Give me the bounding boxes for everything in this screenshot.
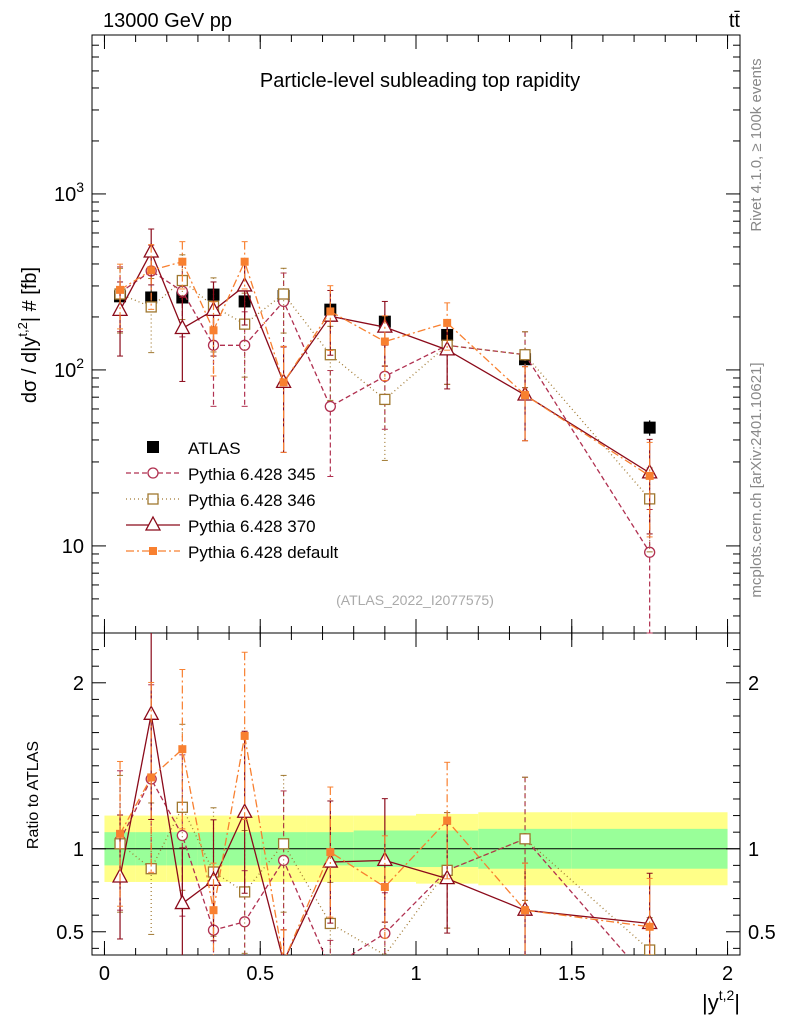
ratio-point-pdef xyxy=(116,829,125,838)
series-line-pdef xyxy=(119,259,651,477)
point-pdef xyxy=(443,318,452,327)
x-tick-label: 0.5 xyxy=(246,963,274,985)
x-tick-label: 1.5 xyxy=(558,963,586,985)
point-pdef xyxy=(326,307,335,316)
ratio-point-pdef xyxy=(240,731,249,740)
legend-marker-p370 xyxy=(144,515,162,531)
x-axis-label-sup: t,2 xyxy=(719,987,735,1003)
y-tick-base: 10 xyxy=(54,184,76,206)
y-tick-label: 10 xyxy=(62,536,84,558)
x-axis-label-end: | xyxy=(734,990,740,1015)
point-p346 xyxy=(379,393,391,406)
point-p370 xyxy=(236,276,253,292)
legend-item-p345: Pythia 6.428 345 xyxy=(126,465,316,484)
rivet-label: Rivet 4.1.0, ≥ 100k events xyxy=(748,58,765,231)
point-pdef xyxy=(521,391,530,400)
x-tick-label: 0 xyxy=(99,963,110,985)
ratio-series xyxy=(111,633,658,955)
ratio-point-pdef xyxy=(521,906,530,915)
chart-title: Particle-level subleading top rapidity xyxy=(260,70,580,92)
ratio-point-pdef xyxy=(645,922,654,931)
point-pdef xyxy=(116,285,125,294)
ratio-plot-frame xyxy=(91,632,741,956)
ratio-point-p345 xyxy=(176,829,188,842)
mcplots-label: mcplots.cern.ch [arXiv:2401.10621] xyxy=(748,362,765,597)
y-tick-base: 10 xyxy=(54,360,76,382)
ratio-point-pdef xyxy=(443,816,452,825)
point-pdef xyxy=(380,337,389,346)
ratio-point-pdef xyxy=(178,745,187,754)
x-tick-label: 1 xyxy=(410,963,421,985)
legend-label-atlas: ATLAS xyxy=(188,439,241,458)
legend-item-pdef: Pythia 6.428 default xyxy=(126,543,339,562)
y-tick-base: 10 xyxy=(62,536,84,558)
legend-marker-p346 xyxy=(147,493,159,505)
legend-label-p370: Pythia 6.428 370 xyxy=(188,517,316,536)
reference-label: (ATLAS_2022_I2077575) xyxy=(336,592,494,608)
channel-label: tt̄ xyxy=(729,10,741,32)
ratio-line-p370 xyxy=(119,714,650,955)
legend-item-atlas: ATLAS xyxy=(147,439,241,458)
ratio-tick-label-right: 1 xyxy=(748,839,759,861)
y-axis-label-a: dσ / d|y xyxy=(19,337,41,403)
y-axis-label: dσ / d|yt,2| # [fb] xyxy=(15,267,41,403)
data-series xyxy=(111,228,658,634)
point-atlas xyxy=(643,421,656,434)
ratio-line-pdef xyxy=(119,735,650,955)
legend-label-p346: Pythia 6.428 346 xyxy=(188,491,316,510)
ratio-tick-label-left: 2 xyxy=(73,673,84,695)
point-pdef xyxy=(645,471,654,480)
legend-label-pdef: Pythia 6.428 default xyxy=(188,543,339,562)
point-p345 xyxy=(324,400,336,413)
point-pdef xyxy=(178,257,187,266)
ratio-tick-label-left: 0.5 xyxy=(56,922,84,944)
point-p370 xyxy=(174,319,191,335)
y-tick-label: 103 xyxy=(54,179,84,206)
ratio-y-axis-label: Ratio to ATLAS xyxy=(25,741,42,849)
point-p346 xyxy=(277,288,290,300)
legend: ATLAS Pythia 6.428 345 Pythia 6.428 346 Pyt… xyxy=(126,439,339,562)
point-p346 xyxy=(519,349,531,361)
point-p346 xyxy=(145,301,157,313)
ratio-bands xyxy=(92,812,740,886)
series-pdef xyxy=(116,241,654,538)
x-axis-label-main: |y xyxy=(702,990,719,1015)
ratio-tick-label-right: 0.5 xyxy=(748,922,776,944)
legend-item-p370: Pythia 6.428 370 xyxy=(126,515,316,536)
legend-label-p345: Pythia 6.428 345 xyxy=(188,465,316,484)
y-axis-label-b: | # [fb] xyxy=(19,267,41,322)
ratio-point-pdef xyxy=(147,773,156,782)
x-axis-label: |yt,2| xyxy=(702,987,740,1015)
ratio-series-pdef xyxy=(116,651,654,955)
point-pdef xyxy=(279,378,288,387)
ratio-tick-label-left: 1 xyxy=(73,839,84,861)
y-tick-exponent: 3 xyxy=(76,179,84,195)
ratio-point-p346 xyxy=(277,838,290,850)
y-tick-exponent: 2 xyxy=(76,355,84,371)
y-axis-label-sup: t,2 xyxy=(15,322,30,336)
process-label: 13000 GeV pp xyxy=(103,10,232,32)
ratio-tick-label-right: 2 xyxy=(748,673,759,695)
point-pdef xyxy=(147,266,156,275)
legend-marker-p345 xyxy=(147,467,159,479)
ratio-point-p345 xyxy=(239,916,251,928)
point-p370 xyxy=(439,340,456,356)
legend-marker-atlas xyxy=(147,441,159,453)
legend-marker-pdef xyxy=(149,547,157,555)
ratio-point-p370 xyxy=(174,894,191,910)
ratio-point-pdef xyxy=(380,882,389,891)
point-pdef xyxy=(209,326,218,335)
legend-item-p346: Pythia 6.428 346 xyxy=(126,491,316,510)
ratio-point-pdef xyxy=(326,848,335,857)
point-pdef xyxy=(240,257,249,266)
ratio-point-pdef xyxy=(209,906,218,915)
y-tick-label: 102 xyxy=(54,355,84,382)
ratio-point-p346 xyxy=(519,833,531,845)
x-tick-label: 2 xyxy=(722,963,733,985)
